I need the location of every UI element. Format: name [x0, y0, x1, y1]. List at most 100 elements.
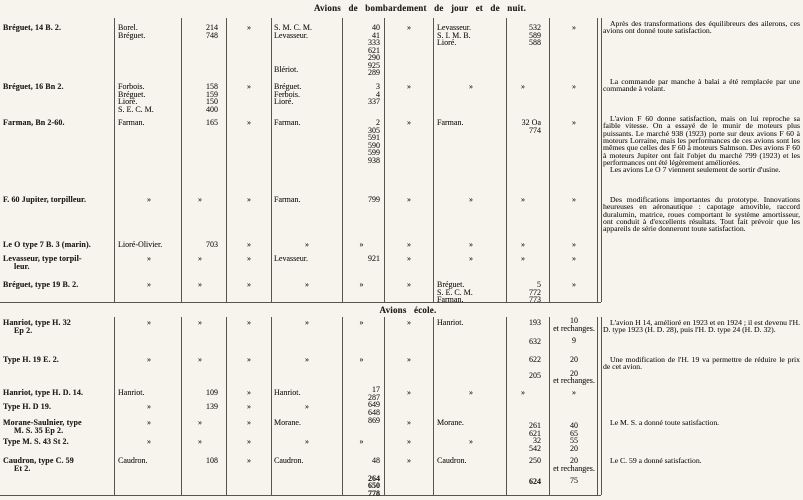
marche-number: 158	[206, 82, 218, 91]
ditto-mark: »	[147, 280, 151, 289]
remark-paragraph: Une modification de l'H. 19 va permettre…	[603, 355, 800, 372]
marche-number: 32	[533, 436, 541, 445]
ditto-mark: »	[147, 418, 151, 427]
ditto-mark: »	[247, 355, 251, 364]
column-rule	[597, 317, 598, 495]
column-rule	[181, 18, 182, 302]
constructor-name: Lioré.	[118, 97, 138, 106]
aircraft-type: F. 60 Jupiter, torpilleur.	[3, 195, 87, 204]
ditto-mark: »	[407, 118, 411, 127]
marche-number: 40	[372, 23, 380, 32]
constructor-name: Ferbois.	[274, 89, 300, 99]
ditto-mark: »	[521, 254, 525, 263]
ditto-mark: »	[521, 82, 525, 91]
marche-number: 921	[368, 254, 380, 263]
ditto-mark: »	[572, 23, 576, 32]
ditto-mark: »	[198, 254, 202, 263]
marche-number: 287	[368, 392, 380, 402]
ditto-mark: »	[247, 254, 251, 263]
ditto-mark: »	[572, 118, 576, 127]
marche-number: 774	[529, 125, 541, 135]
ditto-mark: »	[521, 388, 525, 397]
ditto-mark: »	[198, 318, 202, 327]
column-rule	[600, 18, 602, 302]
column-rule	[384, 317, 385, 495]
marche-number: 869	[368, 416, 380, 425]
marche-number: 250	[529, 456, 541, 465]
remark-paragraph: Les avions Le O 7 viennent seulement de …	[610, 165, 781, 175]
marche-number: 542	[529, 443, 541, 453]
column-rule	[433, 317, 434, 495]
quantity: 40	[570, 421, 578, 430]
constructor-name: Lioré.	[274, 97, 294, 106]
remark-text: La commande par manche à balai a été rem…	[603, 78, 800, 93]
column-rule	[226, 18, 227, 302]
constructor-name: Farman.	[274, 195, 301, 204]
column-rule	[342, 317, 343, 495]
column-rule	[597, 18, 598, 302]
marche-number: 159	[206, 89, 218, 99]
quantity: 20	[570, 355, 578, 364]
marche-number: 48	[372, 456, 380, 465]
ditto-mark: »	[305, 355, 309, 364]
ditto-mark: »	[407, 195, 411, 204]
remark-paragraph: L'avion F 60 donne satisfaction, mais on…	[603, 114, 800, 168]
marche-number: 193	[529, 318, 541, 327]
marche-number: 305	[368, 125, 380, 135]
column-rule	[114, 18, 115, 302]
column-rule	[271, 18, 272, 302]
marche-number: 621	[368, 45, 380, 55]
ditto-mark: »	[469, 388, 473, 397]
marche-number: 2	[376, 118, 380, 127]
ditto-mark: »	[247, 402, 251, 411]
ditto-mark: »	[572, 388, 576, 397]
section-rule	[0, 302, 601, 303]
aircraft-type: Type H. 19 E. 2.	[3, 355, 59, 364]
ditto-mark: »	[147, 355, 151, 364]
quantity: 65	[570, 428, 578, 438]
constructor-name: Caudron.	[274, 456, 304, 465]
marche-number: 599	[368, 148, 380, 157]
ditto-mark: »	[247, 240, 251, 249]
column-rule	[549, 18, 550, 302]
marche-number: 772	[529, 287, 541, 297]
constructor-name: Bréguet.	[274, 82, 302, 91]
marche-number: 261	[529, 421, 541, 430]
marche-number: 3	[376, 82, 380, 91]
constructor-name: Caudron.	[437, 456, 467, 465]
ditto-mark: »	[407, 82, 411, 91]
constructor-name: S. M. C. M.	[274, 23, 313, 32]
marche-number: 17	[372, 385, 380, 394]
ditto-mark: »	[572, 195, 576, 204]
remark-text: L'avion H 14, amélioré en 1923 et en 192…	[603, 319, 800, 334]
ditto-mark: »	[198, 418, 202, 427]
aircraft-type: M. S. 35 Ep 2.	[14, 425, 64, 435]
ditto-mark: »	[469, 437, 473, 446]
aircraft-type: Levasseur, type torpil-	[3, 254, 82, 263]
section-title-ecole: Avions école.	[379, 305, 437, 315]
ditto-mark: »	[407, 456, 411, 465]
aircraft-type: Type H. D 19.	[3, 402, 52, 411]
aircraft-type: Hanriot, type H. D. 14.	[3, 388, 84, 397]
ditto-mark: »	[247, 318, 251, 327]
marche-number: 264	[368, 473, 380, 483]
ditto-mark: »	[305, 280, 309, 289]
remark-text: Des modifications importantes du prototy…	[603, 196, 800, 233]
quantity: et rechanges.	[553, 463, 595, 473]
constructor-name: Farman.	[118, 118, 145, 127]
ditto-mark: »	[407, 254, 411, 263]
quantity: 20	[570, 443, 578, 453]
aircraft-type: Ep 2.	[14, 325, 33, 335]
remark-paragraph: Des modifications importantes du prototy…	[603, 195, 800, 234]
marche-number: 773	[529, 295, 541, 304]
column-rule	[342, 18, 343, 302]
aircraft-type: Caudron, type C. 59	[3, 456, 74, 465]
ditto-mark: »	[572, 82, 576, 91]
marche-number: 532	[529, 23, 541, 32]
marche-number: 799	[368, 195, 380, 204]
marche-number: 289	[368, 68, 380, 77]
ditto-mark: »	[407, 23, 411, 32]
ditto-mark: »	[359, 437, 364, 446]
marche-number: 649	[368, 400, 380, 409]
